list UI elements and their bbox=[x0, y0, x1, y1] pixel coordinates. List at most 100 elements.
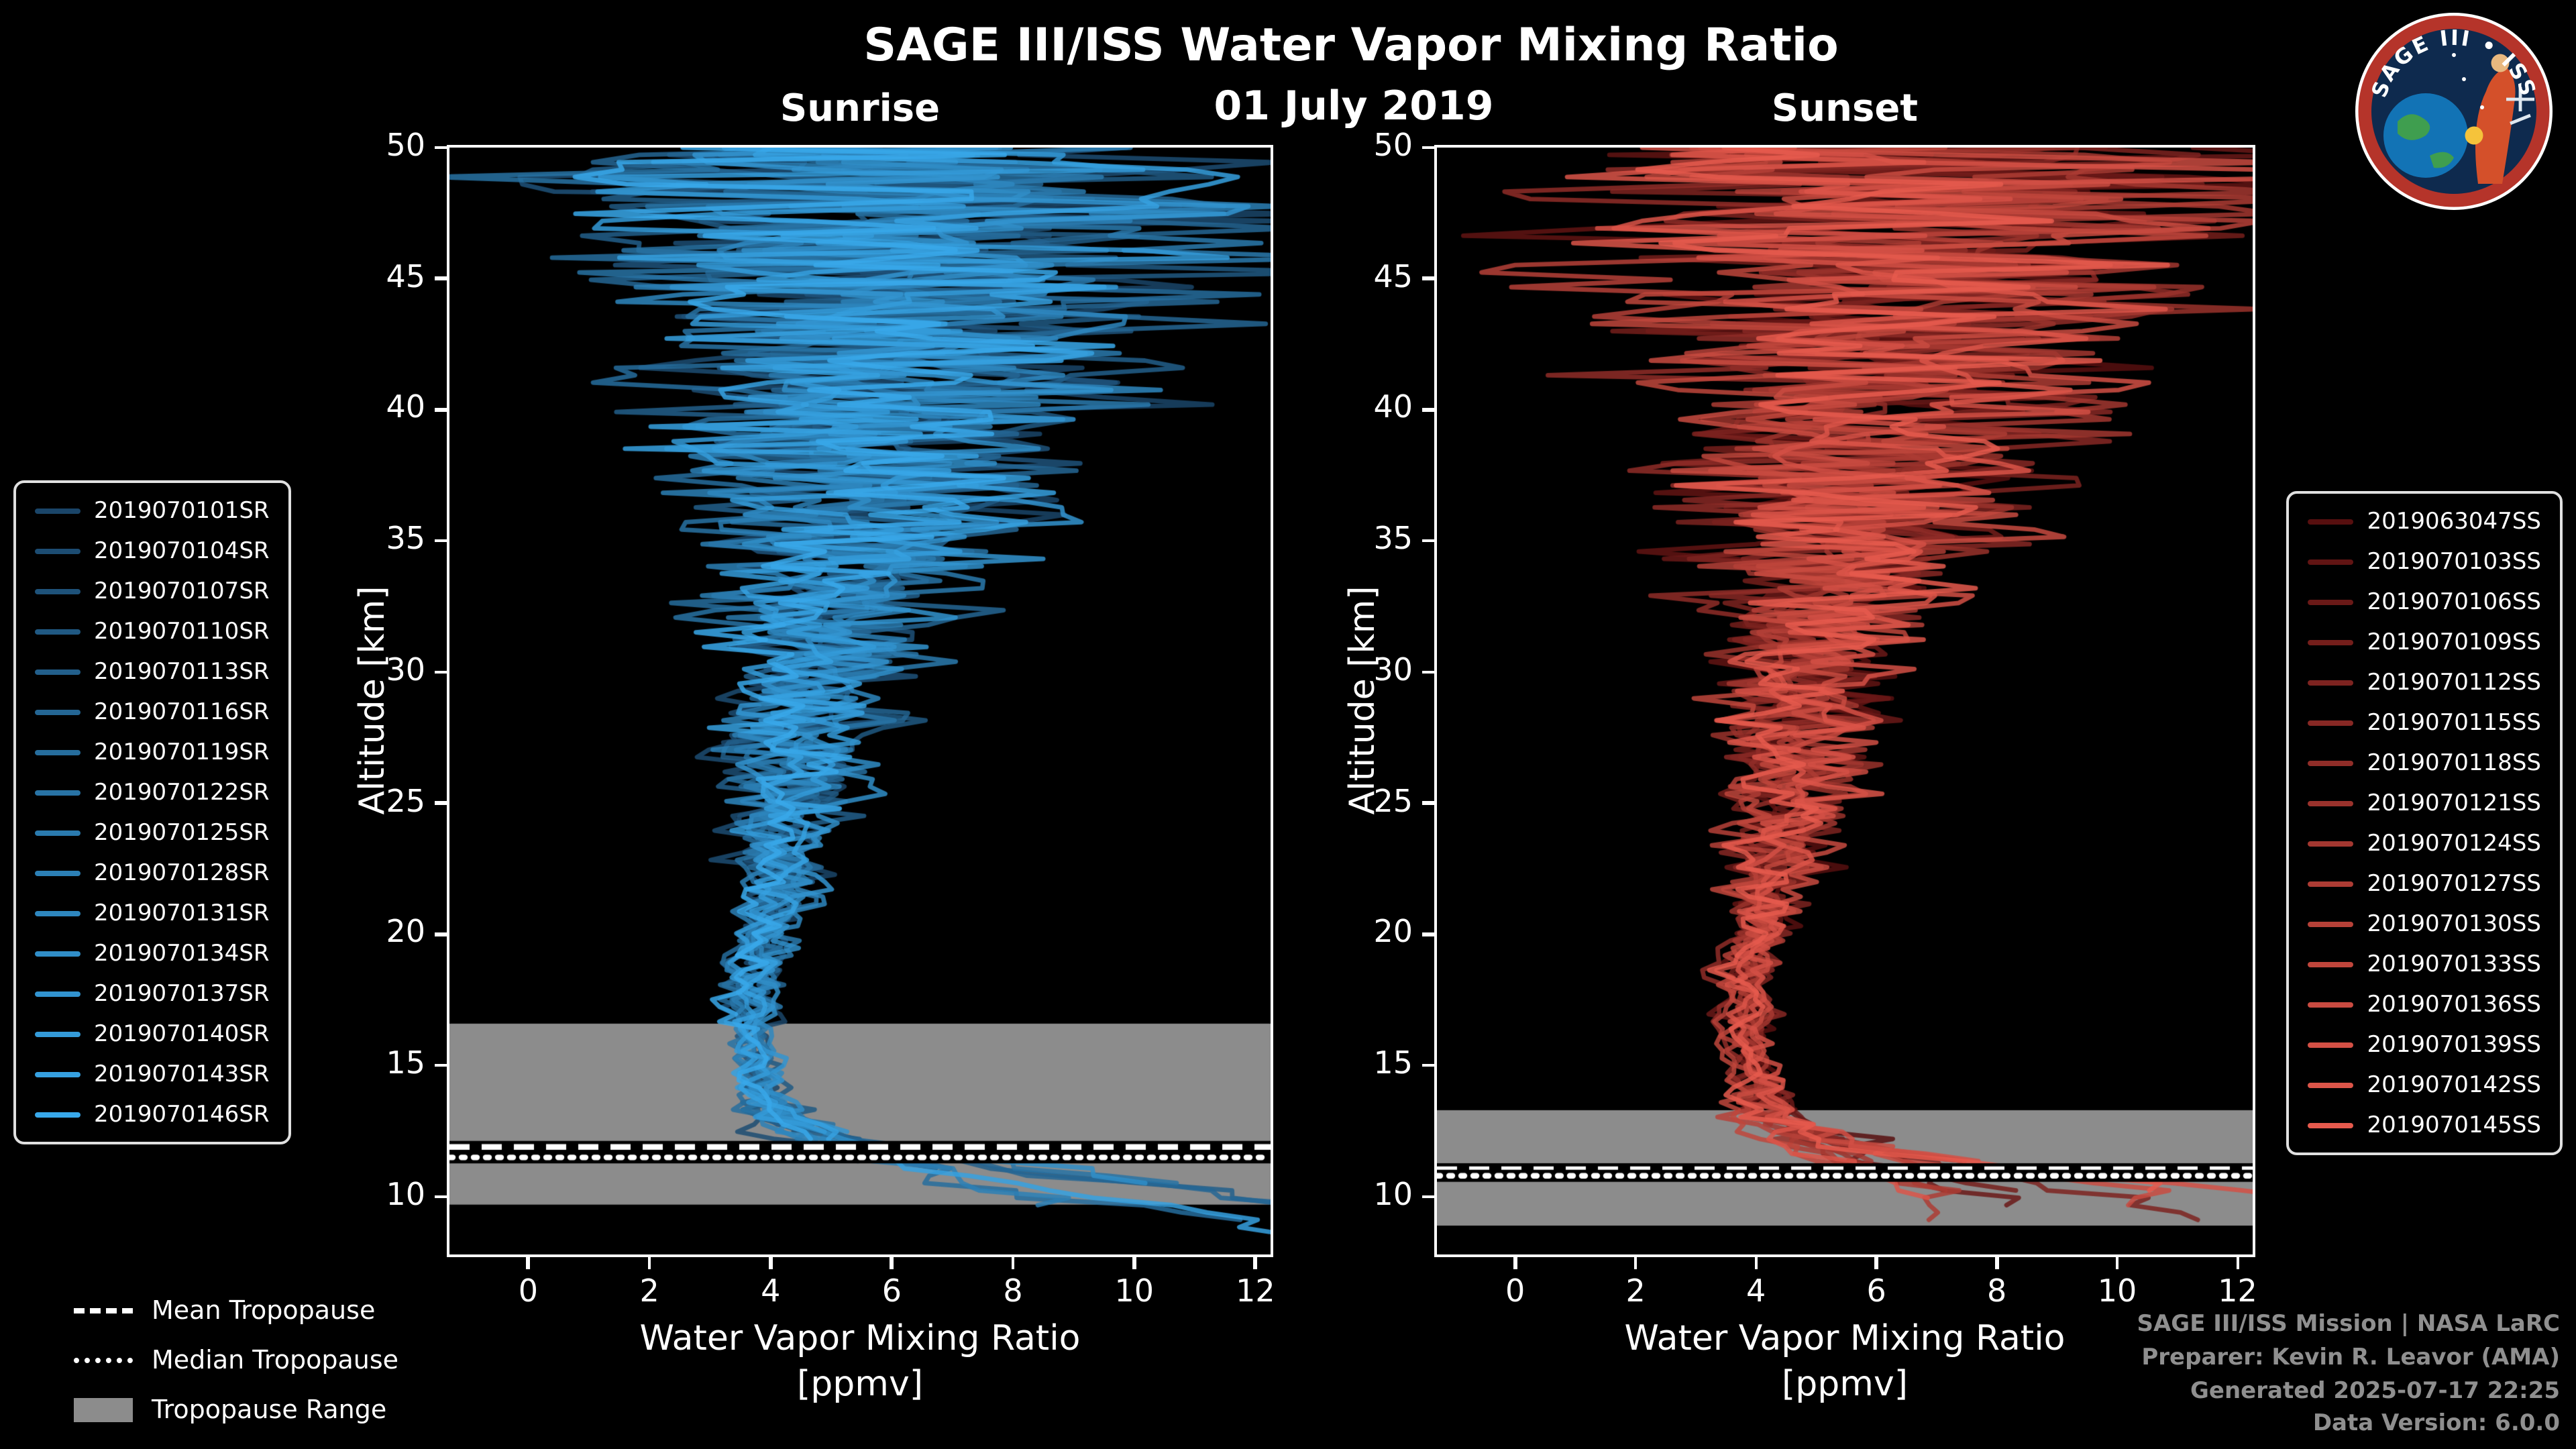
x-tick-label: 6 bbox=[1866, 1275, 1886, 1309]
series-color-swatch bbox=[2308, 1082, 2354, 1087]
mean-tropopause-legend-item: Mean Tropopause bbox=[74, 1296, 398, 1326]
y-tick-label: 40 bbox=[1373, 390, 1413, 426]
x-tick-mark bbox=[1754, 1257, 1758, 1269]
logo-star3 bbox=[2452, 53, 2456, 57]
series-color-swatch bbox=[35, 951, 80, 956]
date-subtitle: 01 July 2019 bbox=[1214, 83, 1494, 130]
legend-item: 2019070139SS bbox=[2308, 1030, 2542, 1059]
series-color-swatch bbox=[2308, 841, 2354, 846]
series-color-swatch bbox=[35, 1112, 80, 1117]
series-event-id: 2019070122SR bbox=[94, 779, 270, 806]
y-tick-mark bbox=[435, 539, 447, 543]
series-event-id: 2019070140SR bbox=[94, 1020, 270, 1047]
x-tick-label: 0 bbox=[1505, 1275, 1525, 1309]
legend-item: 2019070131SR bbox=[35, 899, 270, 927]
legend-item: 2019070113SR bbox=[35, 657, 270, 686]
series-event-id: 2019070139SS bbox=[2367, 1031, 2542, 1058]
tropopause-range-legend-item: Tropopause Range bbox=[74, 1395, 398, 1425]
series-event-id: 2019070136SS bbox=[2367, 991, 2542, 1018]
series-color-swatch bbox=[2308, 1122, 2354, 1128]
dotted-line-swatch bbox=[74, 1358, 133, 1363]
sunset-profiles-canvas bbox=[1437, 148, 2253, 1254]
x-tick-label: 12 bbox=[1236, 1275, 1275, 1309]
dashed-line-swatch bbox=[74, 1308, 133, 1313]
page-title: SAGE III/ISS Water Vapor Mixing Ratio bbox=[863, 19, 1839, 72]
logo-figure-head bbox=[2491, 54, 2510, 72]
sunrise-x-axis-label-line2: [ppmv] bbox=[796, 1364, 924, 1405]
gray-band-swatch bbox=[74, 1398, 133, 1422]
legend-item: 2019070124SS bbox=[2308, 829, 2541, 857]
series-event-id: 2019070143SR bbox=[94, 1061, 270, 1087]
y-tick-mark bbox=[435, 670, 447, 674]
x-tick-mark bbox=[1253, 1257, 1257, 1269]
x-tick-mark bbox=[1633, 1257, 1638, 1269]
series-color-swatch bbox=[2308, 519, 2354, 524]
x-tick-label: 4 bbox=[1746, 1275, 1766, 1309]
sunrise-panel-title: Sunrise bbox=[780, 86, 941, 130]
series-event-id: 2019070127SS bbox=[2367, 870, 2542, 897]
y-tick-label: 30 bbox=[1373, 653, 1413, 688]
x-tick-label: 6 bbox=[881, 1275, 902, 1309]
x-tick-label: 2 bbox=[639, 1275, 659, 1309]
series-color-swatch bbox=[2308, 559, 2354, 564]
legend-item: 2019070121SS bbox=[2308, 789, 2541, 817]
tropopause-legend: Mean Tropopause Median Tropopause Tropop… bbox=[74, 1296, 398, 1425]
series-color-swatch bbox=[2308, 760, 2354, 765]
series-color-swatch bbox=[35, 749, 80, 755]
series-event-id: 2019070130SS bbox=[2367, 910, 2542, 937]
legend-item: 2019070145SS bbox=[2308, 1111, 2541, 1139]
x-tick-label: 10 bbox=[2097, 1275, 2137, 1309]
legend-item: 2019070142SS bbox=[2308, 1071, 2541, 1099]
logo-earth-land bbox=[2398, 114, 2430, 140]
x-tick-mark bbox=[1874, 1257, 1878, 1269]
legend-item: 2019070143SR bbox=[35, 1060, 270, 1088]
series-color-swatch bbox=[35, 830, 80, 835]
x-tick-label: 4 bbox=[761, 1275, 781, 1309]
credits-mission: SAGE III/ISS Mission | NASA LaRC bbox=[2137, 1311, 2561, 1338]
y-tick-mark bbox=[1422, 276, 1434, 280]
y-tick-mark bbox=[435, 932, 447, 936]
mean-tropopause-label: Mean Tropopause bbox=[152, 1296, 376, 1326]
y-tick-label: 25 bbox=[386, 784, 425, 820]
sunrise-profiles-canvas bbox=[449, 148, 1271, 1254]
y-tick-label: 15 bbox=[386, 1046, 425, 1082]
credits-block: SAGE III/ISS Mission | NASA LaRC Prepare… bbox=[2137, 1309, 2561, 1441]
sunset-x-axis-label-line2: [ppmv] bbox=[1781, 1364, 1909, 1405]
legend-item: 2019070116SR bbox=[35, 698, 270, 726]
x-tick-label: 10 bbox=[1114, 1275, 1155, 1309]
series-event-id: 2019070133SS bbox=[2367, 951, 2542, 977]
series-event-id: 2019070118SS bbox=[2367, 749, 2542, 776]
y-tick-label: 15 bbox=[1373, 1046, 1413, 1082]
legend-item: 2019070118SS bbox=[2308, 749, 2542, 777]
series-event-id: 2019070137SR bbox=[94, 980, 270, 1007]
legend-item: 2019070133SS bbox=[2308, 950, 2542, 978]
y-tick-label: 20 bbox=[386, 915, 425, 951]
credits-generated: Generated 2025-07-17 22:25 bbox=[2190, 1377, 2560, 1405]
series-color-swatch bbox=[2308, 961, 2354, 967]
series-event-id: 2019070112SS bbox=[2367, 669, 2542, 696]
series-event-id: 2019070119SR bbox=[94, 739, 270, 765]
y-tick-label: 10 bbox=[1373, 1177, 1413, 1213]
y-tick-mark bbox=[435, 1195, 447, 1199]
series-color-swatch bbox=[35, 1031, 80, 1036]
logo-earth-land2 bbox=[2430, 152, 2454, 168]
legend-item: 2019070136SS bbox=[2308, 990, 2542, 1018]
legend-item: 2019070107SR bbox=[35, 577, 270, 605]
y-tick-mark bbox=[435, 276, 447, 280]
legend-item: 2019070127SS bbox=[2308, 869, 2542, 898]
series-event-id: 2019070104SR bbox=[94, 537, 270, 564]
y-tick-label: 50 bbox=[1373, 129, 1413, 164]
series-color-swatch bbox=[35, 588, 80, 594]
y-tick-label: 40 bbox=[386, 390, 425, 426]
tropopause-range-label: Tropopause Range bbox=[152, 1395, 387, 1425]
series-event-id: 2019070134SR bbox=[94, 940, 270, 967]
y-tick-mark bbox=[1422, 1195, 1434, 1199]
sunset-plot-area bbox=[1434, 145, 2255, 1257]
y-tick-mark bbox=[1422, 539, 1434, 543]
series-color-swatch bbox=[35, 709, 80, 714]
logo-star1 bbox=[2462, 77, 2466, 81]
sunrise-x-axis-label: Water Vapor Mixing Ratio [ppmv] bbox=[640, 1318, 1081, 1408]
series-event-id: 2019070125SR bbox=[94, 819, 270, 846]
legend-item: 2019070104SR bbox=[35, 537, 270, 565]
y-tick-label: 45 bbox=[386, 260, 425, 295]
